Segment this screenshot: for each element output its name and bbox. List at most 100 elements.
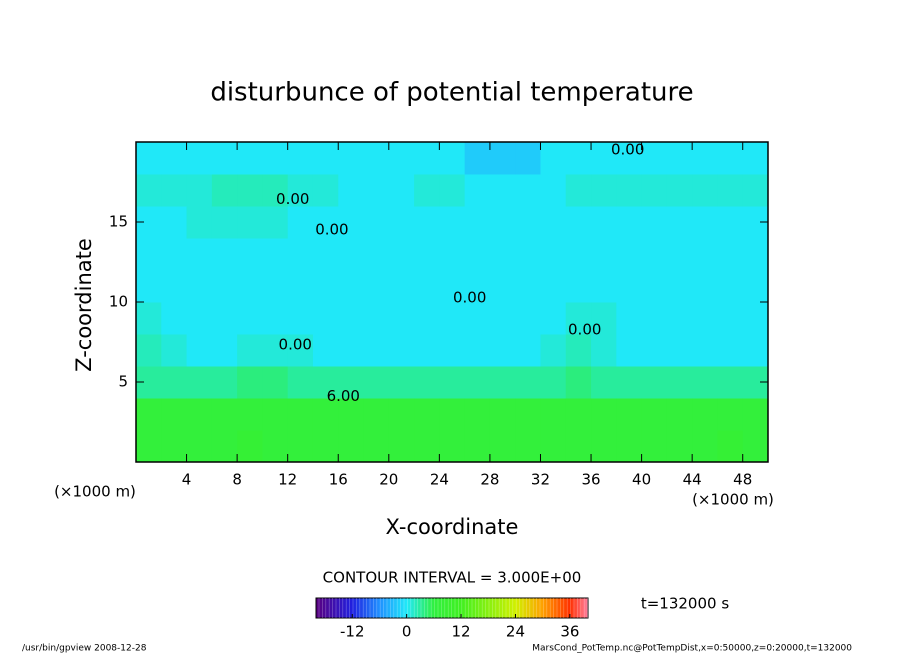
cell	[565, 142, 592, 175]
cell	[489, 174, 516, 207]
cell	[464, 174, 491, 207]
cell	[742, 302, 769, 335]
cell	[489, 142, 516, 175]
cell	[161, 238, 188, 271]
cell	[287, 270, 314, 303]
cell	[464, 142, 491, 175]
cell	[414, 238, 440, 271]
x-tick-label: 20	[379, 471, 398, 489]
cell	[439, 334, 466, 367]
cell	[363, 238, 390, 271]
cell	[414, 174, 440, 207]
cell	[338, 334, 365, 367]
cell	[666, 334, 693, 367]
cell	[287, 302, 314, 335]
x-tick-label: 36	[581, 471, 600, 489]
cell	[641, 142, 668, 175]
cell	[312, 398, 339, 431]
cell	[616, 206, 643, 239]
cell	[515, 430, 541, 463]
cell	[414, 302, 440, 335]
cell	[565, 334, 592, 367]
cell	[161, 174, 188, 207]
cell	[742, 174, 769, 207]
cell	[591, 302, 617, 335]
cell	[616, 398, 643, 431]
cell	[692, 270, 718, 303]
cell	[464, 238, 491, 271]
cell	[540, 302, 567, 335]
cell	[515, 238, 541, 271]
cell	[363, 302, 390, 335]
cell	[388, 302, 415, 335]
cell	[489, 398, 516, 431]
cell	[363, 206, 390, 239]
cell	[161, 142, 188, 175]
cell	[262, 302, 289, 335]
cell	[414, 142, 440, 175]
cell	[237, 206, 263, 239]
cell	[565, 238, 592, 271]
cell	[363, 430, 390, 463]
cell	[666, 430, 693, 463]
cell	[363, 174, 390, 207]
contour-interval: CONTOUR INTERVAL = 3.000E+00	[323, 569, 582, 587]
cell	[388, 366, 415, 399]
cell	[161, 366, 188, 399]
cell	[439, 238, 466, 271]
cell	[388, 430, 415, 463]
cell	[439, 270, 466, 303]
cell	[211, 174, 238, 207]
cell	[692, 238, 718, 271]
cell	[312, 334, 339, 367]
cell	[312, 270, 339, 303]
cell	[489, 206, 516, 239]
x-tick-label: 44	[683, 471, 702, 489]
cell	[641, 302, 668, 335]
cell	[414, 334, 440, 367]
cell	[464, 206, 491, 239]
cell	[616, 430, 643, 463]
cell	[742, 238, 769, 271]
cell	[161, 430, 188, 463]
contour-label: 0.00	[453, 289, 486, 307]
cell	[742, 430, 769, 463]
cell	[717, 238, 744, 271]
cell	[717, 174, 744, 207]
cell	[186, 270, 213, 303]
cell	[363, 270, 390, 303]
cell	[211, 238, 238, 271]
cell	[211, 430, 238, 463]
cell	[515, 206, 541, 239]
cell	[666, 366, 693, 399]
cell	[262, 398, 289, 431]
cell	[312, 206, 339, 239]
cell	[186, 334, 213, 367]
cell	[742, 142, 769, 175]
cell	[388, 174, 415, 207]
cell	[565, 302, 592, 335]
cell	[717, 142, 744, 175]
cell	[312, 430, 339, 463]
cell	[692, 302, 718, 335]
cell	[211, 334, 238, 367]
cell	[312, 366, 339, 399]
cell	[237, 302, 263, 335]
cell	[641, 398, 668, 431]
cell	[641, 206, 668, 239]
cell	[161, 398, 188, 431]
x-tick-label: 48	[733, 471, 752, 489]
cell	[565, 206, 592, 239]
cell	[388, 398, 415, 431]
cell	[161, 270, 188, 303]
cell	[287, 142, 314, 175]
cell	[414, 398, 440, 431]
cell	[692, 174, 718, 207]
cell	[591, 206, 617, 239]
cell	[464, 302, 491, 335]
cell	[515, 174, 541, 207]
cell	[237, 334, 263, 367]
cell	[388, 142, 415, 175]
contour-label: 0.00	[315, 221, 348, 239]
cell	[489, 270, 516, 303]
